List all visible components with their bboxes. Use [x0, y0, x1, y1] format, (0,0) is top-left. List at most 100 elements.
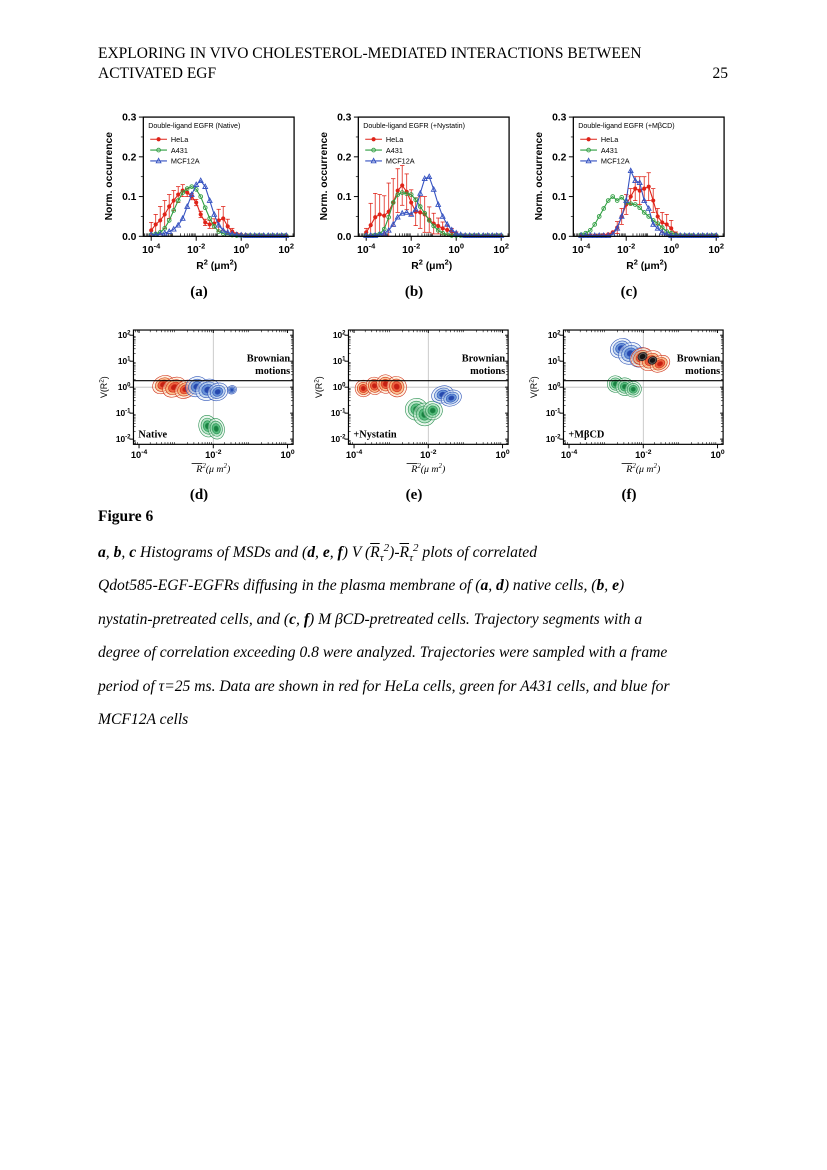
histogram-a: 10-4 10-2 100 102 0.0 0.1 0.2 0.3 Double-ligand … [104, 113, 295, 272]
caption-line: degree of correlation exceeding 0.8 were… [98, 644, 668, 662]
svg-text:102: 102 [708, 241, 724, 256]
svg-text:0.2: 0.2 [552, 152, 567, 163]
svg-text:R2 (μm2): R2 (μm2) [196, 257, 237, 271]
svg-text:0.0: 0.0 [337, 232, 352, 243]
header-title-line2: ACTIVATED EGF [98, 65, 217, 82]
cluster-A431 [198, 415, 225, 440]
svg-text:10-2: 10-2 [205, 449, 222, 460]
svg-text:0.1: 0.1 [122, 192, 137, 203]
svg-text:10-4: 10-4 [131, 449, 148, 460]
figure-caption: a, b, c Histograms of MSDs and (d, e, f)… [98, 536, 730, 736]
figure-title: Figure 6 [98, 508, 154, 525]
svg-text:Brownian: Brownian [462, 354, 506, 365]
figure-panel-d: 10-4 10-2 100 102 101 100 10-1 10-2 Native Browni… [98, 319, 300, 504]
svg-text:0.3: 0.3 [337, 113, 352, 124]
svg-text:10-1: 10-1 [331, 408, 346, 418]
svg-text:10-2: 10-2 [420, 449, 437, 460]
panel-label-a: (a) [190, 284, 208, 300]
svg-text:A431: A431 [171, 146, 188, 155]
svg-text:Norm. occurrence: Norm. occurrence [104, 132, 115, 221]
cluster-MCF12A [431, 385, 462, 407]
svg-text:HeLa: HeLa [601, 135, 619, 144]
histogram-b: 10-4 10-2 100 102 0.0 0.1 0.2 0.3 Double-ligand … [319, 113, 510, 272]
cluster-MCF12A [185, 376, 237, 402]
svg-text:Norm. occurrence: Norm. occurrence [534, 132, 545, 221]
svg-text:10-4: 10-4 [572, 241, 591, 256]
svg-text:100: 100 [548, 382, 561, 392]
svg-text:motions: motions [685, 366, 720, 377]
svg-text:V(R2): V(R2) [528, 376, 538, 398]
panel-label-b: (b) [404, 284, 424, 300]
figure-6: 10-4 10-2 100 102 0.0 0.1 0.2 0.3 Double-ligand … [98, 104, 730, 504]
svg-text:10-4: 10-4 [346, 449, 363, 460]
svg-text:10-4: 10-4 [561, 449, 578, 460]
svg-text:Native: Native [138, 429, 167, 440]
svg-text:0.2: 0.2 [122, 152, 137, 163]
svg-text:102: 102 [493, 241, 509, 256]
figure-panel-b: 10-4 10-2 100 102 0.0 0.1 0.2 0.3 Double-ligand … [313, 104, 515, 301]
caption-line: Qdot585-EGF-EGFRs diffusing in the plasm… [98, 577, 625, 595]
svg-text:R2 (μm2): R2 (μm2) [626, 257, 667, 271]
svg-text:102: 102 [278, 241, 294, 256]
svg-text:100: 100 [663, 241, 679, 256]
svg-text:101: 101 [333, 356, 346, 366]
svg-text:R2 (μm2): R2 (μm2) [411, 257, 452, 271]
series-MCF12A [148, 177, 290, 238]
svg-text:10-2: 10-2 [187, 241, 205, 256]
caption-line: a, b, c Histograms of MSDs and (d, e, f)… [98, 541, 538, 565]
svg-text:0.1: 0.1 [337, 192, 352, 203]
svg-text:motions: motions [470, 366, 505, 377]
svg-text:10-2: 10-2 [402, 241, 420, 256]
svg-text:10-2: 10-2 [635, 449, 652, 460]
series-MCF12A [578, 167, 720, 238]
svg-text:10-2: 10-2 [116, 434, 131, 444]
svg-text:HeLa: HeLa [386, 135, 404, 144]
series-HeLa [579, 172, 719, 238]
svg-text:0.0: 0.0 [122, 232, 137, 243]
svg-text:A431: A431 [601, 146, 618, 155]
svg-text:100: 100 [233, 241, 249, 256]
caption-line: period of τ=25 ms. Data are shown in red… [98, 677, 670, 695]
svg-text:motions: motions [255, 366, 290, 377]
svg-text:101: 101 [118, 356, 131, 366]
panel-label-e: (e) [405, 487, 423, 503]
svg-text:0.2: 0.2 [337, 152, 352, 163]
svg-text:Brownian: Brownian [247, 354, 291, 365]
svg-text:HeLa: HeLa [171, 135, 189, 144]
svg-text:10-2: 10-2 [617, 241, 635, 256]
caption-line: nystatin-pretreated cells, and (c, f) M … [98, 610, 643, 628]
svg-text:100: 100 [280, 449, 294, 460]
svg-text:102: 102 [118, 330, 131, 340]
svg-text:10-2: 10-2 [331, 434, 346, 444]
svg-text:V(R2): V(R2) [98, 376, 108, 398]
svg-text:100: 100 [333, 382, 346, 392]
contour-row: 10-4 10-2 100 102 101 100 10-1 10-2 Native Browni… [98, 319, 730, 504]
svg-text:0.1: 0.1 [552, 192, 567, 203]
svg-text:MCF12A: MCF12A [171, 157, 200, 166]
cluster-A431 [404, 398, 443, 427]
svg-text:102: 102 [333, 330, 346, 340]
svg-text:102: 102 [548, 330, 561, 340]
svg-text:100: 100 [448, 241, 464, 256]
svg-text:10-1: 10-1 [116, 408, 131, 418]
svg-text:10-1: 10-1 [546, 408, 561, 418]
page-number: 25 [712, 65, 729, 82]
svg-text:Double-ligand EGFR (+MβCD): Double-ligand EGFR (+MβCD) [578, 122, 674, 130]
svg-text:MCF12A: MCF12A [386, 157, 415, 166]
svg-text:A431: A431 [386, 146, 403, 155]
svg-text:R2(μ m2): R2(μ m2) [625, 463, 660, 475]
svg-text:+Nystatin: +Nystatin [353, 429, 396, 440]
svg-text:V(R2): V(R2) [313, 376, 323, 398]
svg-text:R2(μ m2): R2(μ m2) [195, 463, 230, 475]
svg-text:R2(μ m2): R2(μ m2) [410, 463, 445, 475]
header-title-line1: EXPLORING IN VIVO CHOLESTEROL-MEDIATED I… [98, 45, 642, 62]
figure-panel-f: 10-4 10-2 100 102 101 100 10-1 10-2 +MβCD Brownia… [528, 319, 730, 504]
histogram-c: 10-4 10-2 100 102 0.0 0.1 0.2 0.3 Double-ligand … [534, 113, 725, 272]
figure-panel-c: 10-4 10-2 100 102 0.0 0.1 0.2 0.3 Double-ligand … [528, 104, 730, 301]
svg-text:Double-ligand EGFR (+Nystatin): Double-ligand EGFR (+Nystatin) [363, 122, 465, 130]
panel-label-d: (d) [189, 487, 209, 503]
svg-text:0.0: 0.0 [552, 232, 567, 243]
svg-text:0.3: 0.3 [122, 113, 137, 124]
